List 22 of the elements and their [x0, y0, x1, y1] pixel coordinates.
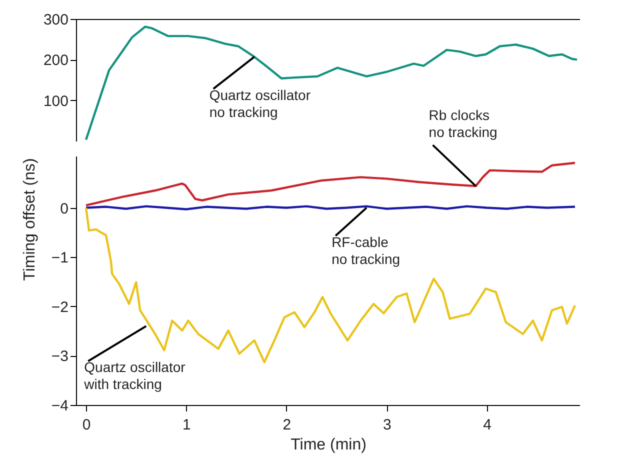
annotation: Rb clocks no tracking — [428, 107, 498, 140]
x-tick-label: 4 — [483, 416, 492, 434]
y-tick-label: 300 — [43, 12, 68, 28]
line-series — [84, 206, 576, 364]
annotation: RF-cable no tracking — [332, 234, 400, 267]
y-tick-label: −2 — [51, 298, 68, 316]
line-series — [84, 26, 578, 141]
y-tick-label: 200 — [43, 52, 68, 70]
annotation: Quartz oscillator with tracking — [83, 359, 186, 392]
x-tick-label: 3 — [382, 416, 392, 434]
y-tick-label: −1 — [51, 250, 68, 267]
annotation: Quartz oscillator no tracking — [209, 86, 311, 120]
line-series — [84, 162, 576, 206]
y-tick-label: 0 — [60, 200, 68, 218]
y-tick-label: 100 — [43, 92, 68, 110]
y-tick-label: −4 — [51, 398, 68, 414]
x-tick-label: 2 — [282, 416, 292, 434]
y-axis-title: Timing offset (ns) — [21, 158, 38, 281]
y-tick-label: −3 — [51, 348, 68, 366]
x-tick-label: 0 — [82, 416, 91, 434]
x-axis-title: Time (min) — [290, 436, 366, 454]
x-tick-label: 1 — [182, 416, 191, 434]
